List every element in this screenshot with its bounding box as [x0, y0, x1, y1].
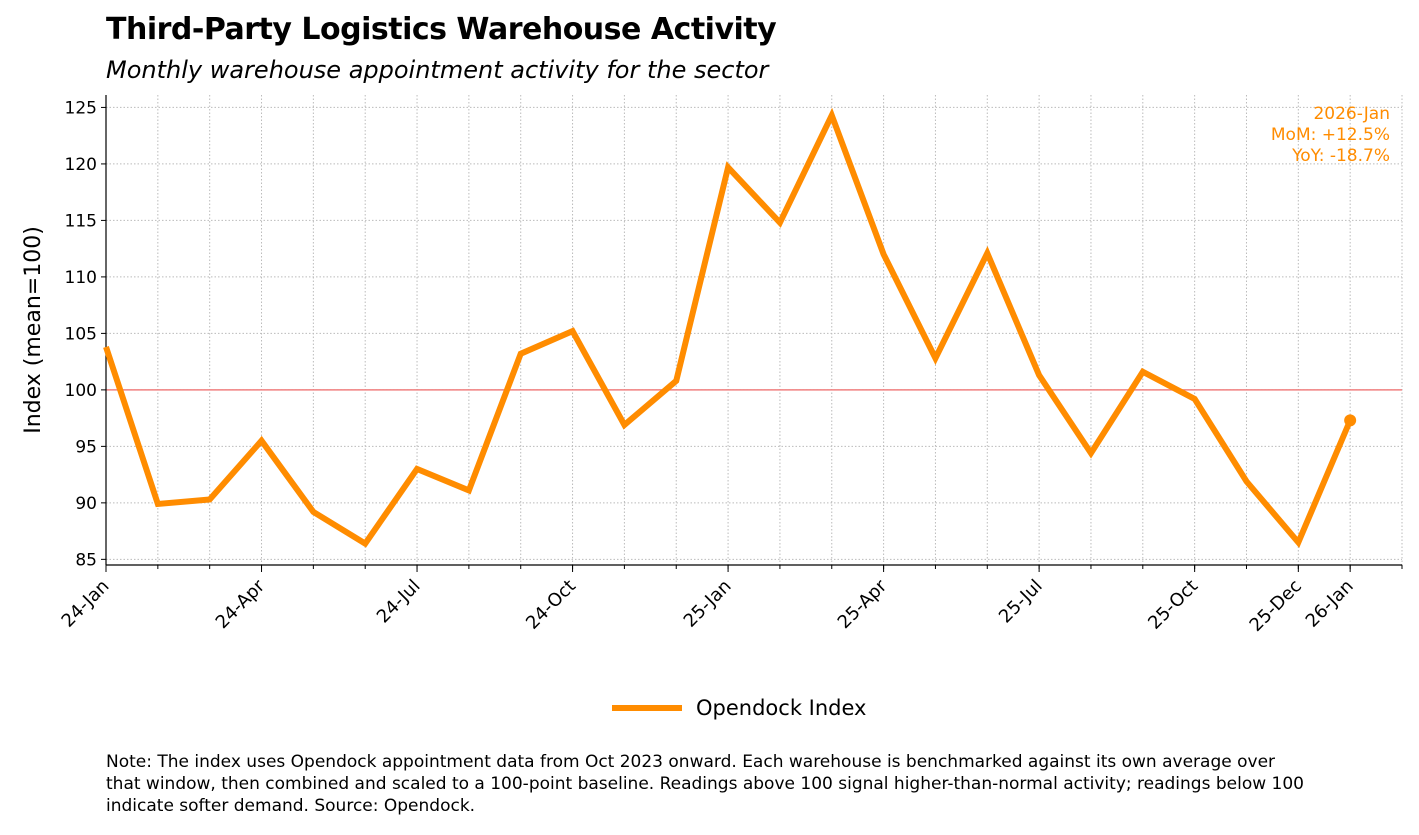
- y-tick-label: 105: [65, 324, 97, 344]
- chart-subtitle: Monthly warehouse appointment activity f…: [106, 56, 769, 84]
- y-tick-label: 125: [65, 98, 97, 118]
- chart-title: Third-Party Logistics Warehouse Activity: [106, 12, 777, 47]
- footnote: Note: The index uses Opendock appointmen…: [106, 752, 1304, 816]
- y-tick-label: 100: [65, 381, 97, 401]
- x-tick-label: 25-Oct: [1144, 576, 1202, 634]
- latest-annotation: YoY: -18.7%: [1291, 146, 1390, 166]
- legend-swatch: [612, 705, 682, 711]
- last-point-marker: [1344, 414, 1357, 427]
- latest-annotation: MoM: +12.5%: [1271, 125, 1390, 145]
- y-tick-label: 115: [65, 211, 97, 231]
- x-tick-label: 24-Oct: [522, 576, 580, 634]
- x-tick-label: 24-Jul: [373, 576, 425, 628]
- y-tick-label: 95: [75, 437, 97, 457]
- y-tick-label: 85: [75, 550, 97, 570]
- latest-annotation: 2026-Jan: [1313, 104, 1390, 124]
- x-tick-label: 25-Jan: [680, 576, 736, 632]
- x-tick-label: 24-Apr: [212, 575, 270, 633]
- x-tick-label: 25-Apr: [834, 575, 892, 633]
- x-tick-label: 24-Jan: [58, 576, 114, 632]
- legend-label: Opendock Index: [696, 696, 867, 720]
- y-tick-label: 110: [65, 268, 97, 288]
- series-line: [103, 107, 1353, 549]
- x-tick-label: 26-Jan: [1302, 576, 1358, 632]
- y-tick-label: 120: [65, 155, 97, 175]
- y-axis-label: Index (mean=100): [21, 226, 46, 434]
- y-tick-label: 90: [75, 494, 97, 514]
- x-tick-label: 25-Jul: [995, 576, 1047, 628]
- legend: Opendock Index: [612, 696, 866, 720]
- x-tick-label: 25-Dec: [1246, 576, 1306, 636]
